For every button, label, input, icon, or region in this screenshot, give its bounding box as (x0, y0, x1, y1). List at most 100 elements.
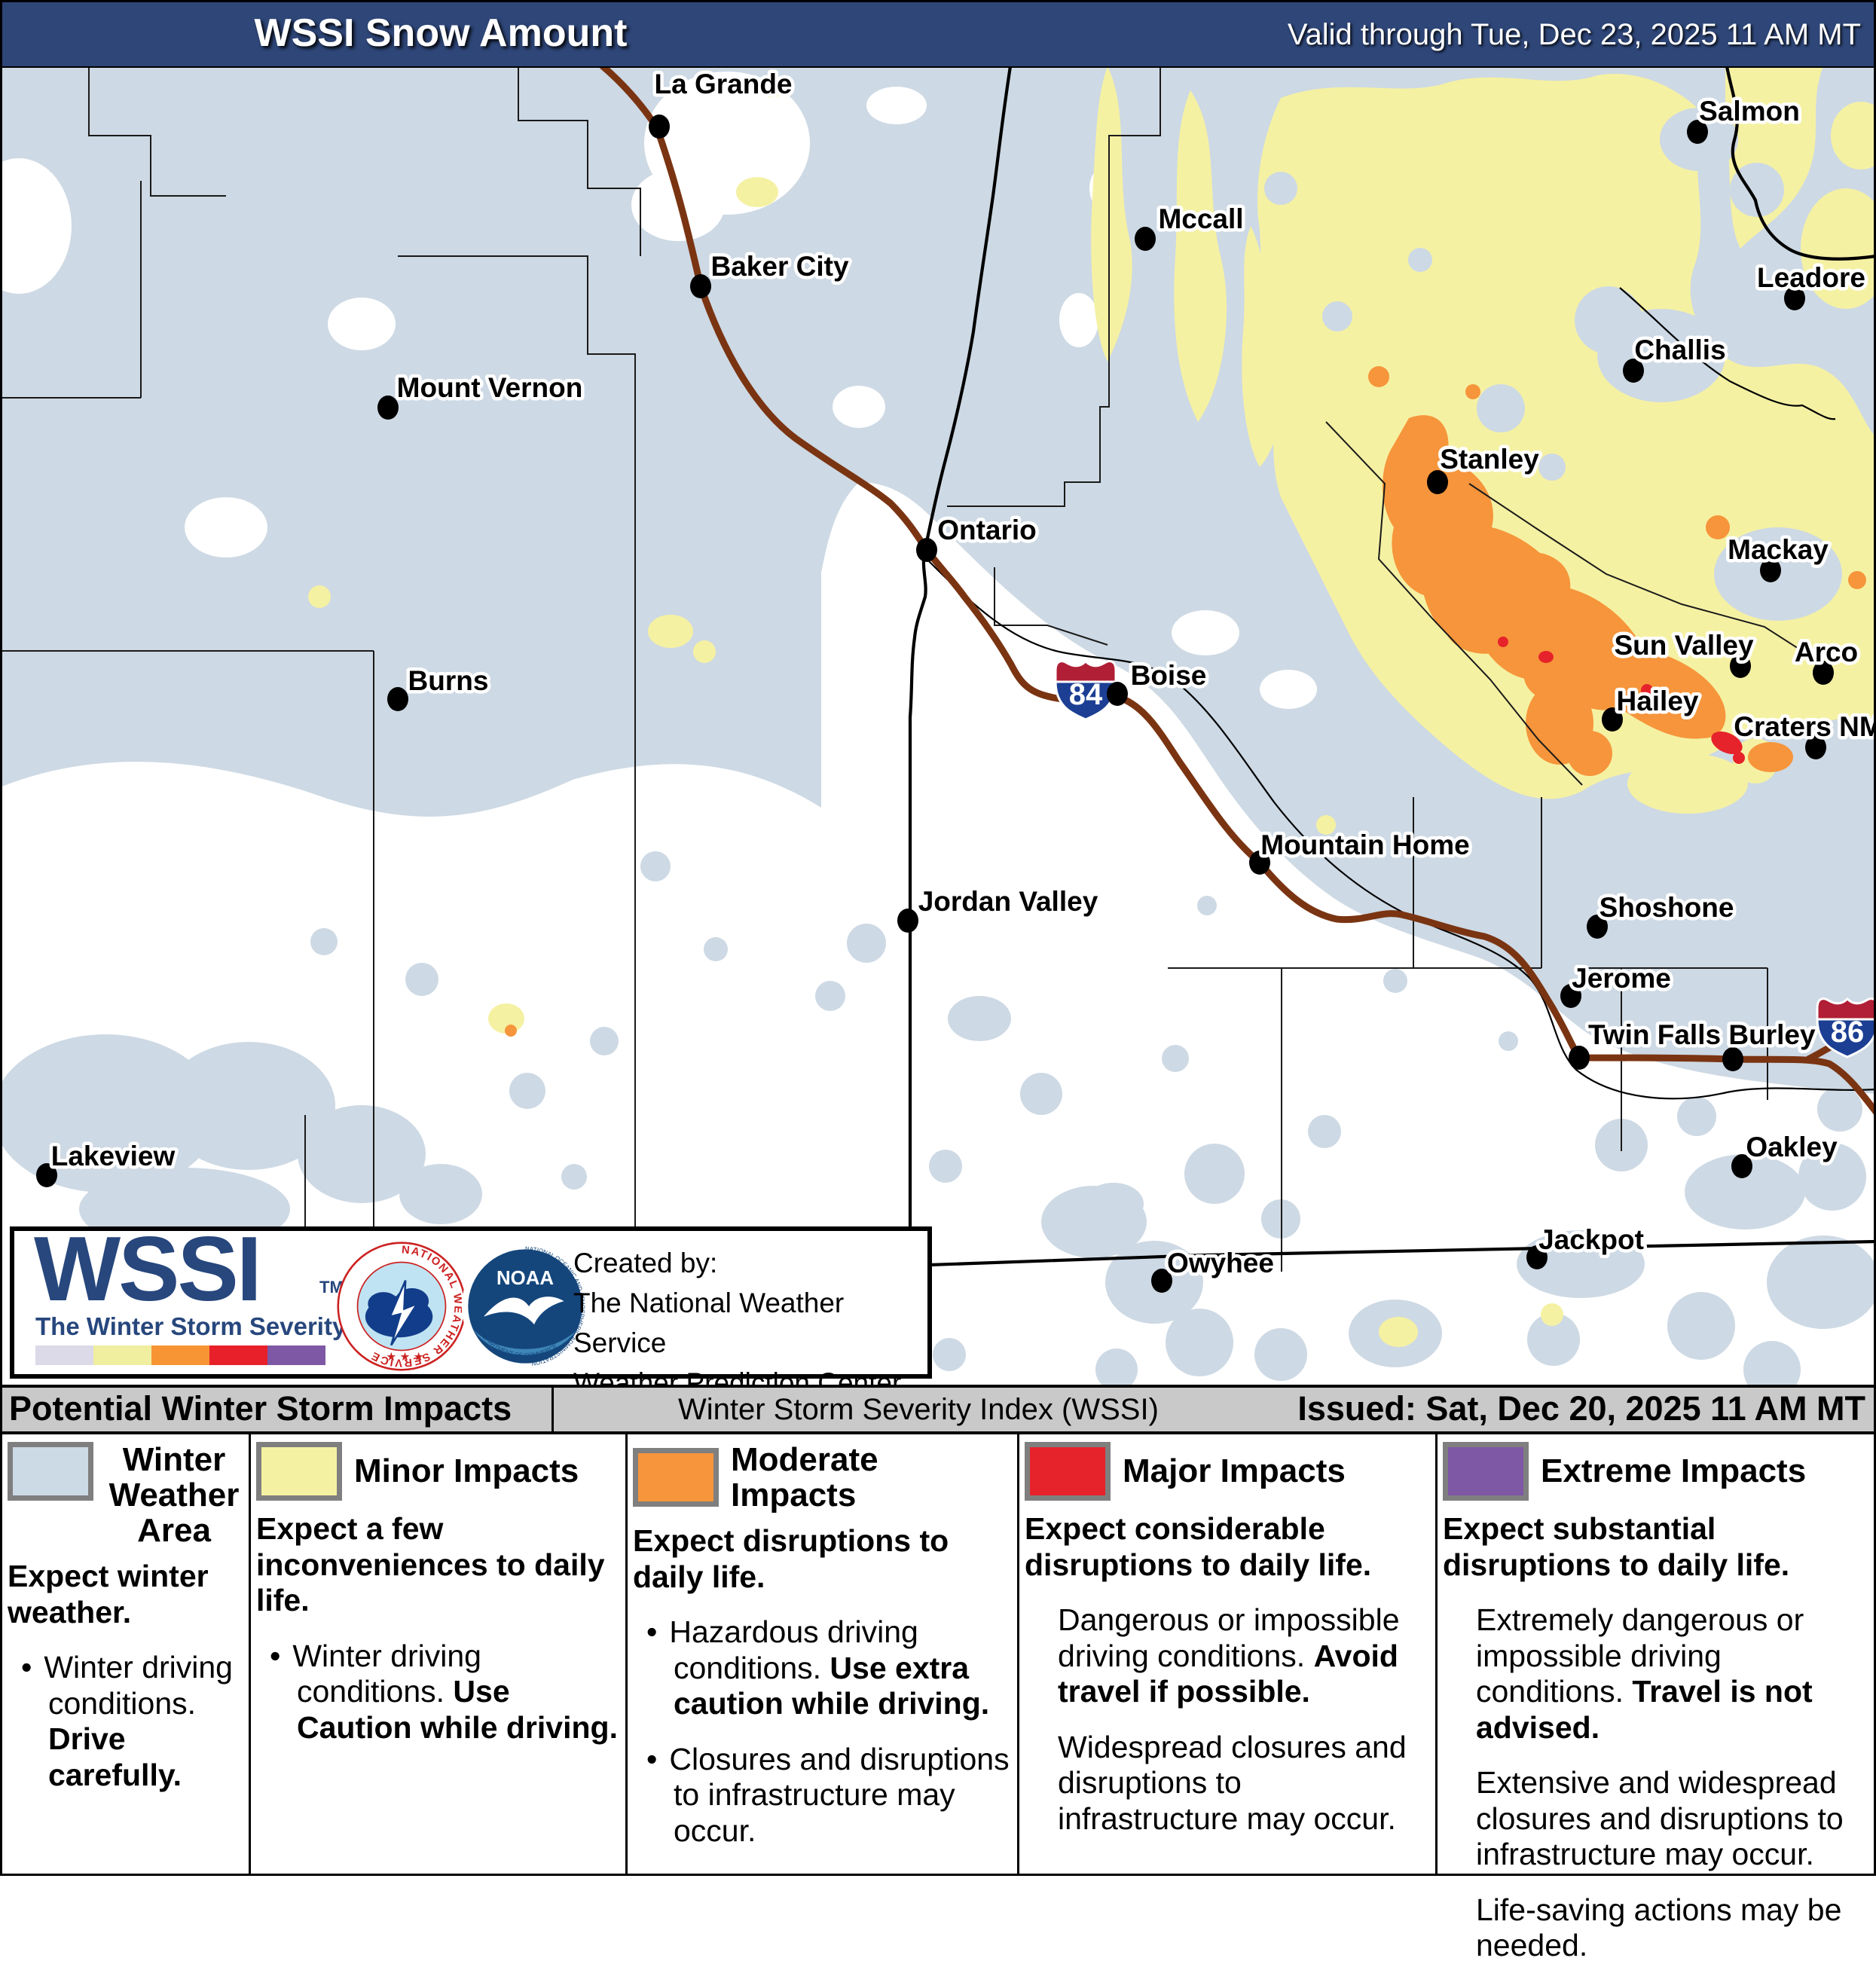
moderate-impacts-swatch (633, 1448, 719, 1507)
page-title: WSSI Snow Amount (254, 11, 628, 55)
legend-title: Moderate Impacts (731, 1441, 878, 1514)
legend-column-minor: Minor Impacts Expect a few inconvenience… (249, 1434, 625, 1876)
city-label: Mount Vernon (397, 372, 583, 403)
city-label: Mackay (1728, 534, 1829, 565)
state-border-montana (1725, 66, 1876, 261)
legend-item: • Hazardous driving conditions. Use extra… (633, 1614, 1011, 1722)
major-impacts-swatch (1025, 1442, 1111, 1501)
scale-minor (93, 1345, 151, 1365)
city-label: Arco (1795, 637, 1858, 667)
city-dot (916, 538, 937, 562)
city-label: Mccall (1158, 203, 1243, 234)
state-border-nevada (866, 1239, 1876, 1269)
city-dots (36, 115, 1834, 1293)
legend-lead: Expect disruptions to daily life. (633, 1523, 949, 1594)
legend-lead: Expect considerable disruptions to daily… (1025, 1511, 1372, 1582)
city-dot (36, 1163, 57, 1187)
city-dot (897, 909, 918, 933)
city-dot (1760, 558, 1781, 582)
city-label: La Grande (655, 69, 793, 99)
city-label: Oakley (1746, 1132, 1838, 1162)
city-dot (387, 687, 408, 711)
city-dot (1560, 984, 1581, 1008)
city-label: Jackpot (1538, 1224, 1644, 1255)
minor-impacts-swatch (256, 1442, 342, 1501)
city-labels: La Grande Salmon Mccall Baker City Leado… (47, 66, 1876, 1282)
legend-column-major: Major Impacts Expect considerable disrup… (1017, 1434, 1435, 1876)
shield-route-number: 86 (1831, 1016, 1865, 1049)
legend-title: Extreme Impacts (1541, 1452, 1807, 1490)
city-dot (1731, 1154, 1752, 1178)
scale-winter-weather (35, 1345, 93, 1365)
legend-title: Minor Impacts (354, 1452, 579, 1490)
city-dot (1602, 707, 1623, 732)
created-by-block: Created by: The National Weather Service… (573, 1243, 927, 1403)
city-label: Leadore (1757, 262, 1865, 293)
city-label: Owyhee (1167, 1248, 1274, 1278)
moderate-impact-areas (505, 366, 1866, 1037)
city-label: Salmon (1699, 96, 1800, 127)
nws-logo-icon: NATIONAL WEATHER SERVICE ★ ★ ★ (337, 1242, 466, 1371)
city-label: Challis (1634, 334, 1725, 365)
nws-stars: ★ ★ ★ (386, 1351, 423, 1364)
city-dot (377, 396, 399, 420)
city-label: Burns (408, 665, 489, 696)
legend-item: Extensive and widespread closures and di… (1443, 1765, 1870, 1873)
city-label: Twin Falls (1588, 1019, 1721, 1050)
legend-divider (1017, 1434, 1019, 1876)
legend-lead: Expect a few inconveniences to daily lif… (256, 1511, 605, 1618)
city-dot (1569, 1046, 1590, 1070)
legend-divider (625, 1434, 628, 1876)
impacts-bar-subtitle: Winter Storm Severity Index (WSSI) (678, 1393, 1159, 1426)
item-text-bold: Drive carefully. (48, 1721, 182, 1792)
city-dot (1784, 286, 1805, 310)
item-text-bold: Use extra caution while driving. (674, 1650, 990, 1721)
item-text: Hazardous driving conditions. (669, 1614, 918, 1685)
legend-item: Extremely dangerous or impossible drivin… (1443, 1602, 1870, 1746)
created-by-line: Created by: (573, 1248, 718, 1278)
wssi-logo: WSSI (34, 1217, 262, 1320)
bar-divider (551, 1388, 554, 1431)
city-dot (1813, 661, 1834, 685)
winter-weather-swatch (8, 1442, 93, 1501)
salmon-river (1619, 287, 1836, 420)
item-text: Widespread closures and disruptions to i… (1058, 1729, 1407, 1836)
scale-moderate (151, 1345, 209, 1365)
legend-item: • Winter driving conditions. Drive carefu… (8, 1650, 243, 1793)
legend-divider (1435, 1434, 1438, 1876)
major-impact-areas (1498, 637, 1745, 764)
impacts-title-bar: Potential Winter Storm Impacts Winter St… (0, 1385, 1876, 1434)
city-label: Sun Valley (1614, 630, 1754, 661)
legend-item: Life-saving actions may be needed. (1443, 1892, 1870, 1964)
city-label: Shoshone (1599, 892, 1734, 923)
winter-weather-patches (0, 851, 1876, 1385)
city-dot (1107, 682, 1128, 706)
bullet-marker: • (21, 1650, 32, 1685)
legend-column-winter-weather: Winter Weather Area Expect winter weathe… (0, 1434, 249, 1876)
city-dot (1526, 1245, 1548, 1269)
item-text-bold: Use Caution while driving. (297, 1674, 618, 1745)
city-dot (1249, 851, 1270, 875)
city-label: Jerome (1572, 963, 1671, 994)
city-label: Mountain Home (1260, 829, 1469, 860)
legend-item: • Closures and disruptions to infrastruct… (633, 1742, 1011, 1849)
created-by-line: The National Weather Service (573, 1287, 845, 1358)
city-label: Jordan Valley (918, 886, 1098, 917)
noaa-logo-icon: NOAA NATIONAL OCEANIC AND ATMOSPHERIC AD… (461, 1242, 589, 1370)
city-label: Boise (1131, 660, 1207, 691)
city-dot (1587, 915, 1608, 939)
legend-column-extreme: Extreme Impacts Expect substantial disru… (1435, 1434, 1876, 1962)
item-text: Extremely dangerous or impossible drivin… (1476, 1602, 1804, 1709)
issued-text: Issued: Sat, Dec 20, 2025 11 AM MT (1297, 1389, 1865, 1428)
bullet-marker: • (646, 1741, 658, 1776)
noaa-label: NOAA (496, 1268, 554, 1289)
legend-item: Widespread closures and disruptions to i… (1025, 1730, 1429, 1837)
shield-route-number: 84 (1069, 678, 1103, 711)
county-lines-mountains (1325, 421, 1824, 786)
city-dot (1687, 120, 1708, 144)
item-text-bold: Avoid travel if possible. (1058, 1638, 1398, 1709)
city-label: Stanley (1440, 444, 1539, 475)
city-label: Lakeview (51, 1141, 176, 1171)
bullet-marker: • (646, 1614, 658, 1650)
city-dot (1623, 359, 1644, 383)
